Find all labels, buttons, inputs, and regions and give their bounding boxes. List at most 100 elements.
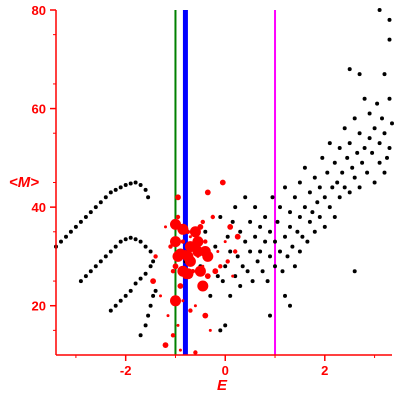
scatter-point [268, 229, 272, 234]
scatter-point [193, 350, 198, 355]
scatter-point [362, 96, 367, 101]
scatter-point [253, 234, 258, 239]
scatter-point [231, 274, 235, 278]
scatter-point [108, 308, 113, 313]
scatter-point [228, 293, 233, 298]
scatter-point [200, 219, 205, 225]
scatter-point [357, 185, 362, 190]
scatter-point [128, 181, 133, 186]
scatter-point [234, 233, 241, 240]
scatter-point [345, 155, 350, 160]
scatter-point [175, 194, 181, 201]
scatter-point [98, 200, 103, 205]
scatter-point [268, 254, 272, 259]
scatter-point [150, 278, 157, 284]
scatter-point [78, 219, 83, 224]
scatter-point [176, 323, 180, 327]
scatter-point [180, 239, 186, 244]
scatter-point [181, 299, 185, 303]
scatter-point [330, 185, 335, 190]
scatter-point [208, 293, 213, 298]
scatter-point [258, 224, 263, 229]
x-tick-label: 2 [321, 363, 328, 378]
scatter-point [238, 284, 243, 288]
scatter-point [325, 170, 330, 175]
scatter-point [118, 185, 123, 190]
scatter-point [275, 219, 280, 224]
scatter-point [170, 333, 176, 338]
scatter-point [357, 72, 362, 77]
scatter-point [288, 210, 292, 215]
scatter-point [342, 126, 347, 131]
scatter-point [93, 205, 98, 210]
scatter-point [268, 313, 272, 318]
scatter-point [218, 328, 223, 333]
scatter-point [297, 249, 302, 254]
scatter-point [118, 298, 123, 303]
scatter-point [365, 170, 370, 175]
scatter-point [108, 249, 113, 254]
x-tick-label: -2 [120, 363, 132, 378]
scatter-point [367, 136, 372, 141]
scatter-point [184, 241, 196, 253]
scatter-point [184, 255, 196, 267]
scatter-point [238, 229, 243, 234]
scatter-point [215, 274, 220, 279]
scatter-point [360, 160, 365, 165]
scatter-point [103, 195, 108, 200]
scatter-point [312, 175, 317, 180]
scatter-point [253, 205, 258, 210]
scatter-point [307, 219, 312, 224]
scatter-point [248, 219, 253, 224]
scatter-point [223, 264, 228, 269]
scatter-point [113, 303, 118, 308]
scatter-point [350, 165, 355, 170]
scatter-point [177, 283, 184, 289]
scatter-point [327, 205, 332, 210]
scatter-point [210, 214, 215, 220]
scatter-point [347, 141, 352, 146]
scatter-point [213, 244, 218, 249]
scatter-point [148, 303, 153, 308]
scatter-point [138, 333, 143, 338]
scatter-point [327, 141, 332, 146]
scatter-point [347, 67, 352, 72]
scatter-point [370, 150, 375, 155]
scatter-point [288, 303, 292, 308]
scatter-point [68, 229, 73, 234]
scatter-point [375, 101, 380, 106]
scatter-point [208, 328, 212, 332]
scatter-point [285, 254, 290, 259]
scatter-point [78, 279, 83, 284]
scatter-point [382, 170, 387, 175]
scatter-point [193, 304, 197, 308]
scatter-point [265, 279, 270, 284]
scatter-point [372, 126, 377, 131]
y-tick-label: 40 [32, 200, 46, 215]
scatter-point [278, 205, 282, 210]
scatter-point [203, 239, 208, 244]
scatter-point [390, 121, 394, 126]
scatter-point [204, 273, 211, 279]
y-axis-title: <M> [9, 174, 39, 191]
scatter-point [248, 249, 253, 254]
scatter-point [219, 179, 226, 186]
scatter-point [347, 190, 352, 195]
scatter-point [233, 274, 238, 279]
scatter-point [332, 160, 337, 165]
scatter-point [83, 274, 88, 279]
x-axis-title: E [217, 377, 228, 394]
scatter-point [387, 96, 392, 101]
scatter-point [387, 17, 392, 22]
scatter-point [377, 141, 382, 146]
scatter-point [128, 235, 133, 240]
scatter-point [197, 280, 209, 292]
scatter-point [263, 239, 268, 244]
scatter-point [143, 244, 148, 249]
scatter-point [250, 279, 255, 284]
scatter-point [123, 183, 128, 187]
scatter-point [292, 195, 297, 200]
scatter-point [228, 249, 233, 254]
scatter-point [170, 236, 181, 248]
scatter-point [243, 239, 248, 244]
